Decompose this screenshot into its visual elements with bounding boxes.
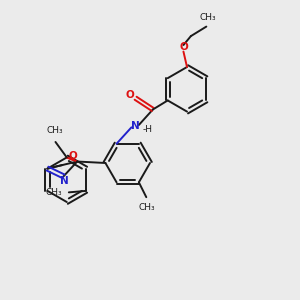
Text: O: O: [69, 151, 77, 161]
Text: CH₃: CH₃: [46, 188, 62, 197]
Text: O: O: [125, 90, 134, 100]
Text: O: O: [179, 42, 188, 52]
Text: -H: -H: [143, 124, 153, 134]
Text: CH₃: CH₃: [139, 202, 155, 211]
Text: N: N: [60, 176, 68, 186]
Text: CH₃: CH₃: [199, 13, 216, 22]
Text: N: N: [130, 121, 140, 130]
Text: CH₃: CH₃: [46, 126, 63, 135]
